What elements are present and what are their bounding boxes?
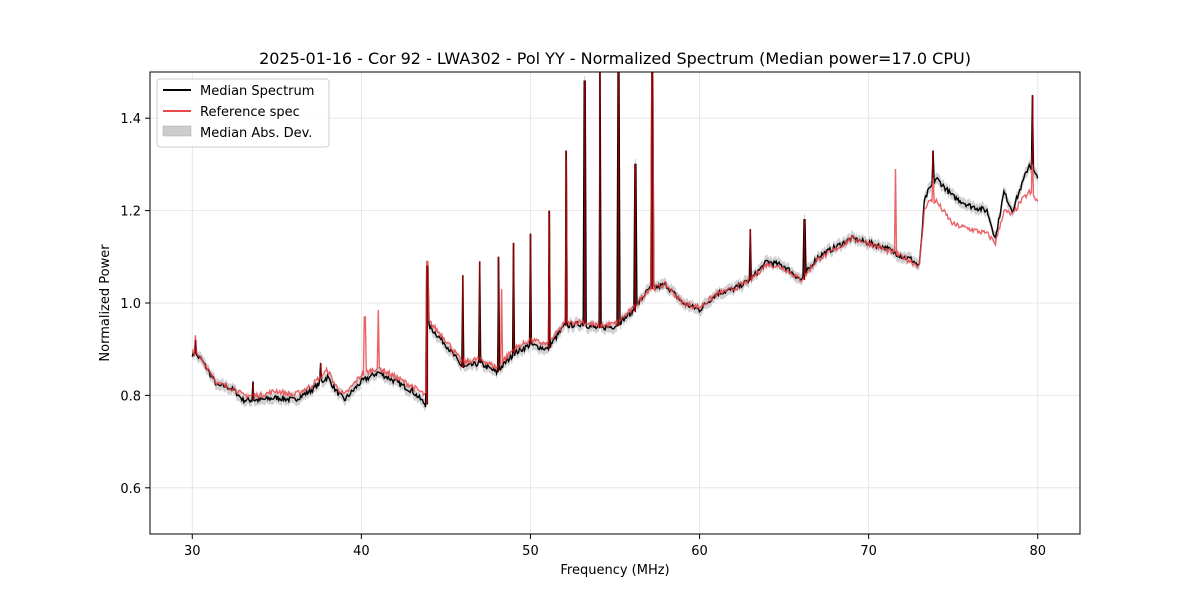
legend-label-mad: Median Abs. Dev. — [200, 126, 312, 141]
x-tick-label: 50 — [522, 544, 539, 559]
median-spectrum-line — [191, 72, 1039, 408]
legend: Median Spectrum Reference spec Median Ab… — [156, 78, 330, 148]
chart-title: 2025-01-16 - Cor 92 - LWA302 - Pol YY - … — [259, 49, 971, 68]
legend-label-reference: Reference spec — [200, 105, 300, 120]
y-tick-label: 1.4 — [120, 112, 141, 127]
y-axis-label: Normalized Power — [98, 244, 113, 362]
y-tick-label: 0.6 — [120, 482, 141, 497]
reference-spectrum-line — [191, 72, 1039, 400]
x-tick-label: 60 — [691, 544, 708, 559]
x-tick-label: 30 — [184, 544, 201, 559]
legend-box — [156, 78, 330, 148]
y-tick-label: 1.0 — [120, 297, 141, 312]
legend-swatch-mad — [162, 125, 192, 137]
x-tick-label: 70 — [860, 544, 877, 559]
legend-label-median: Median Spectrum — [200, 84, 314, 99]
x-tick-label: 80 — [1029, 544, 1046, 559]
plot-area — [191, 72, 1039, 413]
y-axis: 0.6 0.8 1.0 1.2 1.4 — [120, 112, 150, 497]
y-tick-label: 0.8 — [120, 389, 141, 404]
x-tick-label: 40 — [353, 544, 370, 559]
x-axis: 30 40 50 60 70 80 — [184, 534, 1046, 559]
x-axis-label: Frequency (MHz) — [560, 563, 669, 578]
y-tick-label: 1.2 — [120, 205, 141, 220]
